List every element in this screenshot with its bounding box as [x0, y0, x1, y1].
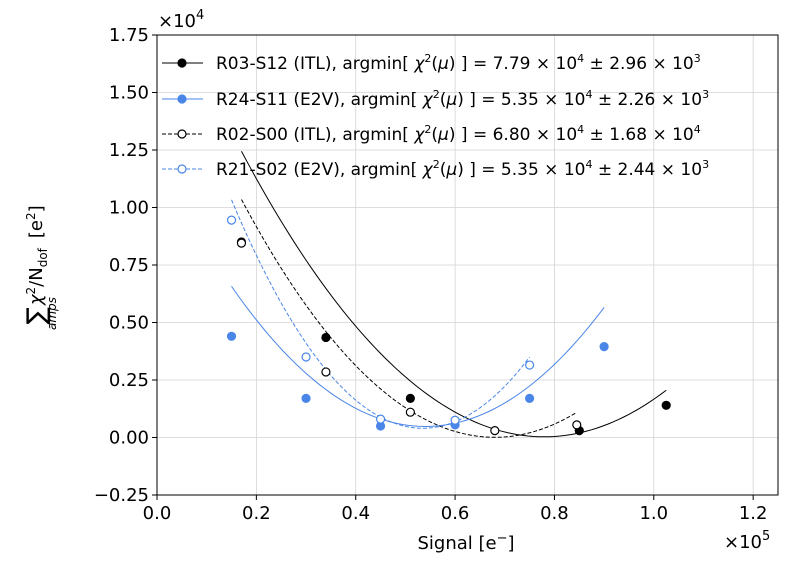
series-2-point — [301, 393, 311, 403]
x-tick-label: 0.8 — [540, 503, 569, 524]
fit-curves — [231, 151, 667, 438]
series-4-point — [450, 415, 460, 425]
series-4-point — [226, 215, 237, 225]
y-tick-label: 1.25 — [109, 140, 149, 161]
grid — [156, 34, 778, 496]
legend-entry: R02-S00 (ITL), argmin[ χ2(μ) ] = 6.80 × … — [216, 123, 701, 145]
y-tick-label: 1.00 — [109, 198, 149, 219]
legend-entry: R21-S02 (E2V), argmin[ χ2(μ) ] = 5.35 × … — [216, 158, 709, 180]
axis-ticks: 0.0 0.2 0.4 0.6 0.8 1.0 1.2 −0.25 0.00 0.25 0.50 0.… — [94, 25, 768, 524]
series-1-point — [321, 332, 331, 343]
y-tick-label: 0.50 — [109, 313, 149, 334]
y-tick-label: −0.25 — [94, 485, 149, 506]
x-tick-label: 1.2 — [739, 503, 768, 524]
series-2-point — [599, 342, 609, 352]
x-tick-label: 1.0 — [639, 503, 668, 524]
x-multiplier: ×105 — [724, 529, 770, 553]
y-tick-label: 1.75 — [109, 25, 149, 46]
series-4-point — [301, 352, 311, 362]
y-tick-label: 0.00 — [109, 428, 149, 449]
series-4-fit-line — [231, 199, 530, 429]
x-tick-label: 0.6 — [441, 503, 470, 524]
y-axis-label-sub: amps — [45, 297, 59, 330]
series-3-point — [236, 238, 247, 248]
legend-entry: R03-S12 (ITL), argmin[ χ2(μ) ] = 7.79 × … — [216, 52, 701, 74]
y-tick-label: 1.50 — [109, 83, 149, 104]
y-tick-label: 0.25 — [109, 370, 149, 391]
series-3-point — [405, 407, 415, 417]
series-2-point — [524, 393, 535, 403]
series-1-fit-line — [241, 151, 667, 438]
series-3-point — [572, 420, 582, 430]
series-3-point — [490, 426, 500, 436]
series-2-fit-line — [231, 286, 605, 427]
series-3-point — [321, 367, 331, 377]
legend-marker — [177, 58, 187, 68]
y-tick-label: 0.75 — [109, 255, 149, 276]
x-tick-label: 0.4 — [341, 503, 370, 524]
series-4-point — [524, 360, 535, 370]
legend-entry: R24-S11 (E2V), argmin[ χ2(μ) ] = 5.35 × … — [216, 88, 709, 110]
legend-marker — [177, 164, 187, 174]
y-axis-label: ∑χ2/Ndof[e2] — [22, 205, 52, 324]
y-multiplier: ×104 — [158, 8, 204, 32]
legend-marker — [177, 94, 187, 104]
x-axis-label: Signal [e−] — [417, 531, 514, 554]
series-1-point — [661, 400, 671, 410]
series-4-point — [375, 414, 386, 424]
series-1-point — [405, 393, 415, 403]
series-2-point — [226, 331, 237, 341]
legend-marker — [177, 129, 187, 139]
legend: R03-S12 (ITL), argmin[ χ2(μ) ] = 7.79 × … — [162, 52, 709, 180]
x-tick-label: 0.2 — [242, 503, 271, 524]
data-markers — [226, 215, 671, 436]
x-tick-label: 0.0 — [143, 503, 172, 524]
